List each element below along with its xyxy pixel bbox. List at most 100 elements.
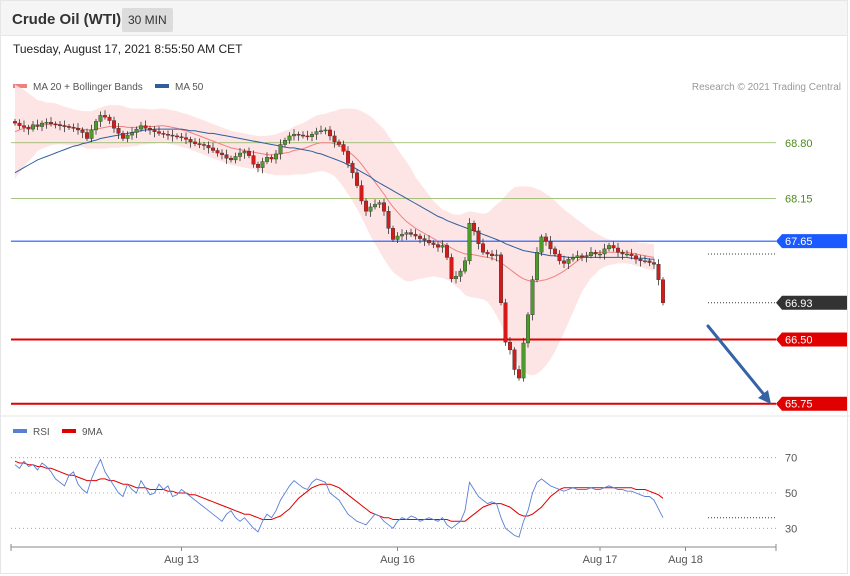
- candle-body: [440, 245, 445, 248]
- candle: [120, 130, 125, 142]
- candle-body: [584, 255, 589, 257]
- candle: [602, 243, 607, 260]
- candle: [102, 110, 107, 120]
- candle-body: [278, 144, 283, 155]
- candle-body: [409, 232, 414, 235]
- candle: [35, 119, 40, 131]
- candle-body: [535, 252, 540, 280]
- candle: [98, 111, 103, 128]
- candle: [138, 121, 143, 132]
- candle-body: [143, 125, 148, 129]
- candle-body: [125, 134, 130, 139]
- timeframe-button[interactable]: 30 MIN: [122, 8, 173, 32]
- candle-body: [192, 141, 197, 144]
- candle-body: [643, 260, 648, 263]
- candle-body: [53, 123, 58, 126]
- candle: [485, 249, 490, 258]
- candle-body: [310, 134, 315, 137]
- candle-body: [98, 115, 103, 122]
- candle: [458, 268, 463, 282]
- x-tick-label: Aug 17: [583, 554, 618, 566]
- candle-body: [503, 302, 508, 343]
- candle: [436, 240, 441, 252]
- candle: [472, 220, 477, 236]
- candle: [107, 114, 112, 125]
- candle: [265, 152, 270, 165]
- candle: [269, 154, 274, 163]
- candle: [454, 271, 459, 284]
- candle-body: [458, 270, 463, 277]
- candle: [404, 230, 409, 240]
- candle: [49, 117, 54, 127]
- candle-body: [301, 134, 306, 137]
- candle-body: [58, 124, 63, 127]
- candle: [413, 229, 418, 240]
- candle-body: [138, 125, 143, 130]
- candle: [566, 256, 571, 270]
- candle: [251, 150, 256, 168]
- candle-body: [80, 129, 85, 133]
- instrument-title: Crude Oil (WTI): [12, 11, 122, 28]
- candle-body: [539, 236, 544, 253]
- candle-body: [84, 132, 89, 139]
- candle-body: [287, 135, 292, 141]
- candle-body: [314, 131, 319, 135]
- ma20-legend-label: MA 20 + Bollinger Bands: [33, 82, 143, 93]
- candle: [314, 127, 319, 140]
- candle-body: [499, 254, 504, 303]
- candle-body: [332, 135, 337, 143]
- candle: [521, 337, 526, 382]
- candle-body: [598, 253, 603, 256]
- price-legend: MA 20 + Bollinger Bands MA 50 Research ©…: [13, 82, 841, 93]
- candle-body: [422, 238, 427, 241]
- candle-body: [174, 135, 179, 138]
- candle-body: [467, 222, 472, 262]
- candle-body: [607, 245, 612, 250]
- candle-body: [355, 172, 360, 186]
- candle: [58, 120, 63, 131]
- candle: [170, 129, 175, 142]
- candle-body: [75, 128, 80, 131]
- candle-body: [93, 121, 98, 131]
- candle: [40, 120, 45, 132]
- candle: [84, 128, 89, 142]
- copyright: Research © 2021 Trading Central: [692, 82, 841, 93]
- candle: [422, 234, 427, 246]
- candle-body: [183, 137, 188, 140]
- candle: [323, 127, 328, 135]
- candle-body: [364, 200, 369, 212]
- candle: [80, 127, 85, 139]
- candle: [237, 147, 242, 162]
- candle: [503, 298, 508, 346]
- forecast-arrow-head: [758, 390, 771, 404]
- x-tick-label: Aug 13: [164, 554, 199, 566]
- candle: [165, 130, 170, 140]
- candle: [409, 228, 414, 237]
- candle-body: [575, 255, 580, 258]
- candle: [260, 157, 265, 174]
- candle: [31, 120, 36, 132]
- candle-body: [165, 134, 170, 136]
- candle-body: [530, 279, 535, 315]
- ma50-legend-label: MA 50: [175, 82, 204, 93]
- candle: [539, 234, 544, 256]
- candle-body: [215, 150, 220, 154]
- candle: [292, 129, 297, 141]
- candle-body: [445, 245, 450, 258]
- candle: [467, 218, 472, 265]
- candle: [535, 247, 540, 283]
- candle: [638, 255, 643, 267]
- rsi-legend-swatch: [13, 429, 27, 433]
- candle-body: [454, 276, 459, 280]
- candle-body: [170, 134, 175, 137]
- candle: [647, 258, 652, 267]
- candle: [256, 161, 261, 173]
- candle-body: [319, 130, 324, 133]
- candle-body: [557, 253, 562, 262]
- candle-body: [152, 129, 157, 132]
- candle: [391, 225, 396, 243]
- candle-body: [638, 258, 643, 262]
- candle: [75, 123, 80, 135]
- candle-body: [652, 262, 657, 265]
- candle: [26, 124, 31, 135]
